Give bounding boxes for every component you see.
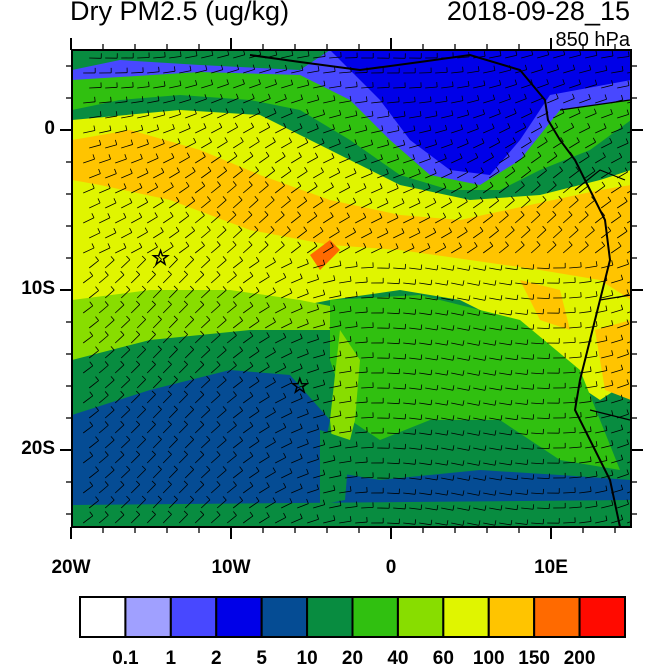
wind-barb-flag [415, 459, 416, 464]
wind-barb-flag [357, 82, 358, 87]
wind-barb-flag [533, 294, 534, 299]
wind-barb-flag [415, 369, 416, 374]
wind-barb-flag [638, 67, 639, 72]
colorbar-swatch [353, 597, 398, 637]
lon-label: 10E [531, 557, 571, 579]
wind-barb-flag [383, 97, 384, 102]
wind-barb-flag [415, 339, 416, 344]
wind-barb-flag [533, 354, 534, 359]
wind-barb-flag [635, 212, 638, 216]
wind-barb-flag [637, 394, 639, 399]
wind-barb-flag [415, 399, 416, 404]
colorbar-swatch [307, 597, 352, 637]
wind-barb-flag [463, 67, 464, 72]
wind-barb-flag [533, 444, 534, 449]
wind-barb-flag [638, 96, 639, 101]
colorbar-swatch [80, 597, 125, 637]
colorbar-swatch [216, 597, 261, 637]
wind-barb-flag [637, 454, 639, 459]
wind-barb-flag [533, 414, 534, 419]
wind-barb-flag [637, 364, 639, 369]
lon-label: 20W [51, 557, 91, 579]
wind-barb-flag [415, 489, 416, 494]
wind-barb-flag [533, 324, 534, 329]
lat-label: 0 [44, 118, 55, 140]
pm25-field [72, 50, 639, 527]
wind-barb-flag [637, 124, 639, 129]
colorbar-swatch [125, 597, 170, 637]
colorbar-swatch [580, 597, 625, 637]
wind-barb-flag [637, 424, 639, 429]
wind-barb-flag [415, 97, 416, 102]
lon-label: 10W [211, 557, 251, 579]
wind-barb-flag [159, 67, 160, 72]
wind-barb-flag [637, 304, 639, 309]
wind-barb-flag [637, 334, 639, 339]
wind-barb-flag [636, 153, 638, 158]
colorbar-swatch [443, 597, 488, 637]
colorbar-swatch [489, 597, 534, 637]
wind-barb-flag [415, 279, 416, 284]
wind-barb-flag [533, 504, 534, 509]
colorbar-swatch [171, 597, 216, 637]
wind-barb-flag [533, 474, 534, 479]
wind-barb-flag [637, 484, 639, 489]
wind-barb [137, 57, 149, 58]
lat-label: 10S [21, 278, 55, 300]
lon-label: 0 [371, 557, 411, 579]
colorbar [80, 597, 625, 637]
wind-barb-flag [635, 183, 638, 187]
wind-barb-flag [111, 97, 112, 102]
wind-barb-flag [415, 309, 416, 314]
wind-barb-flag [415, 429, 416, 434]
wind-barb-flag [533, 384, 534, 389]
colorbar-swatch [398, 597, 443, 637]
wind-barb-flag [635, 242, 638, 246]
lat-label: 20S [21, 438, 55, 460]
colorbar-swatch [534, 597, 579, 637]
wind-barb-flag [415, 519, 416, 524]
wind-barb [393, 87, 405, 88]
wind-barb [355, 72, 367, 73]
wind-barb-flag [533, 264, 534, 269]
wind-barb [89, 87, 101, 88]
colorbar-swatch [262, 597, 307, 637]
wind-barb-flag [637, 274, 639, 279]
